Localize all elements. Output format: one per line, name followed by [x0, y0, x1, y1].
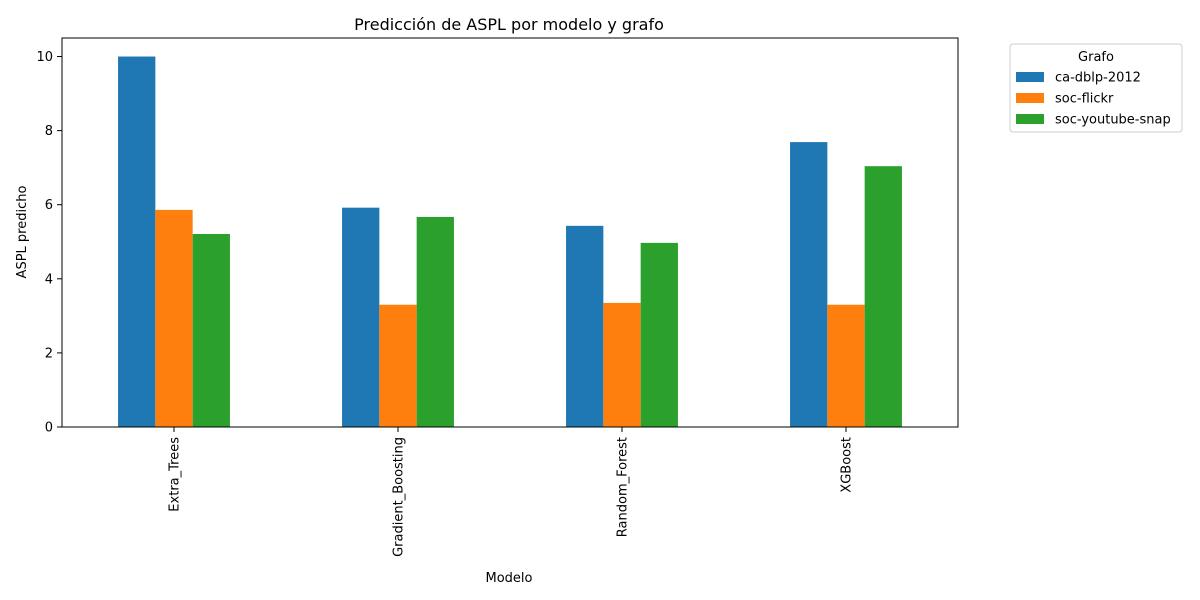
y-axis: 0 2 4 6 8 10 — [36, 50, 62, 436]
bar-soc-flickr-XGBoost — [827, 304, 865, 427]
legend: Grafo ca-dblp-2012 soc-flickr soc-youtube-… — [1009, 43, 1183, 133]
bar-soc-youtube-snap-Random_Forest — [640, 242, 678, 427]
x-axis: Extra_Trees Gradient_Boosting Random_Fores… — [168, 427, 855, 557]
x-tick-label: Gradient_Boosting — [392, 437, 407, 557]
y-tick-label: 2 — [45, 346, 53, 361]
bar-ca-dblp-2012-Random_Forest — [566, 225, 604, 427]
legend-swatch-soc-youtube-snap — [1016, 114, 1044, 124]
legend-swatch-ca-dblp-2012 — [1016, 72, 1044, 82]
bar-ca-dblp-2012-Gradient_Boosting — [342, 207, 380, 427]
bars-group — [118, 56, 902, 428]
x-axis-label: Modelo — [486, 571, 533, 586]
legend-label-soc-youtube-snap: soc-youtube-snap — [1055, 113, 1171, 128]
y-tick-label: 4 — [45, 272, 53, 287]
bar-soc-flickr-Random_Forest — [603, 302, 641, 427]
bar-soc-youtube-snap-Gradient_Boosting — [416, 216, 454, 427]
bar-soc-flickr-Gradient_Boosting — [379, 304, 417, 427]
legend-title: Grafo — [1078, 50, 1114, 65]
x-tick-label: Extra_Trees — [168, 437, 183, 512]
legend-label-ca-dblp-2012: ca-dblp-2012 — [1055, 71, 1141, 86]
legend-frame — [1009, 43, 1183, 133]
bar-soc-flickr-Extra_Trees — [155, 209, 193, 427]
bar-soc-youtube-snap-XGBoost — [864, 166, 902, 428]
bar-ca-dblp-2012-XGBoost — [790, 142, 828, 427]
x-tick-label: Random_Forest — [616, 437, 631, 537]
legend-items: ca-dblp-2012 soc-flickr soc-youtube-snap — [1016, 71, 1171, 128]
x-tick-label: XGBoost — [840, 437, 855, 493]
bar-ca-dblp-2012-Extra_Trees — [118, 56, 156, 428]
legend-swatch-soc-flickr — [1016, 93, 1044, 103]
plot-border — [61, 37, 959, 428]
y-axis-label: ASPL predicho — [15, 186, 30, 279]
plot-area — [61, 37, 959, 428]
y-tick-label: 6 — [45, 198, 53, 213]
y-tick-label: 10 — [36, 50, 53, 65]
bar-soc-youtube-snap-Extra_Trees — [192, 233, 230, 427]
y-tick-label: 8 — [45, 124, 53, 139]
legend-label-soc-flickr: soc-flickr — [1055, 92, 1114, 107]
chart-title: Predicción de ASPL por modelo y grafo — [354, 15, 664, 34]
y-tick-label: 0 — [45, 421, 53, 436]
